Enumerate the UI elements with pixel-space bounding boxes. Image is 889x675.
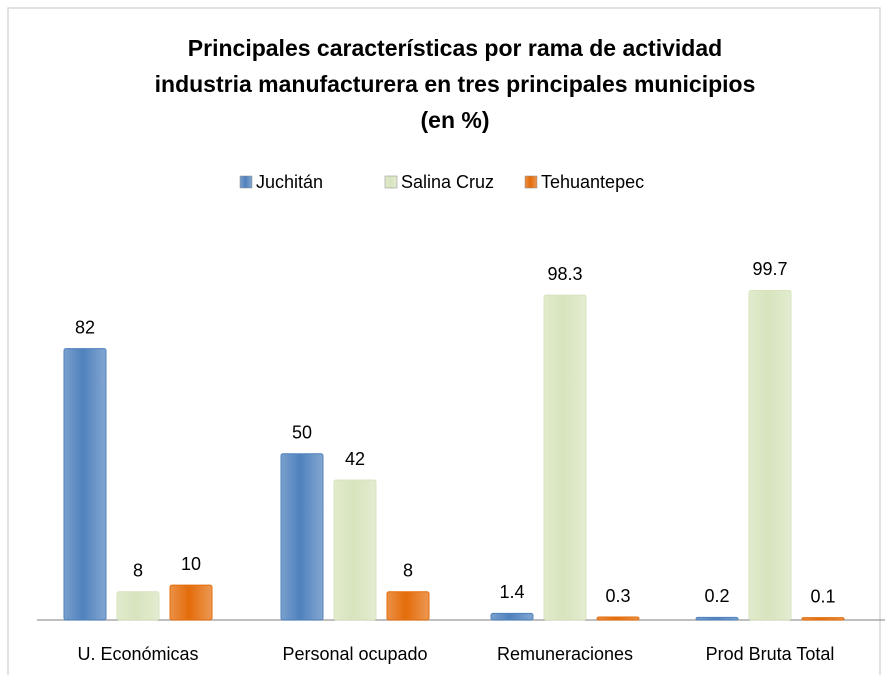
bar [169,584,213,621]
data-label: 1.4 [499,582,524,602]
data-label: 42 [345,449,365,469]
data-label: 0.3 [605,586,630,606]
x-tick-label: U. Económicas [77,644,198,664]
bar [543,294,587,621]
bar [63,348,107,621]
legend-label: Salina Cruz [401,172,494,192]
bar [695,616,739,621]
bar [748,289,792,621]
data-label: 0.1 [810,586,835,606]
bar [801,617,845,621]
chart-frame [7,7,881,675]
legend-swatch [524,175,538,189]
x-tick-label: Personal ocupado [282,644,427,664]
data-label: 10 [181,554,201,574]
data-label: 0.2 [704,586,729,606]
chart-title: industria manufacturera en tres principa… [155,71,756,97]
bar [490,612,534,621]
bar [596,616,640,621]
data-label: 50 [292,423,312,443]
data-label: 8 [403,560,413,580]
legend-swatch [384,175,398,189]
legend-label: Juchitán [256,172,323,192]
bar [386,591,430,621]
data-label: 99.7 [752,259,787,279]
data-label: 8 [133,560,143,580]
bar [116,591,160,621]
bar [333,479,377,621]
x-tick-label: Remuneraciones [497,644,633,664]
chart-title: (en %) [421,107,490,133]
legend-swatch [239,175,253,189]
chart-title: Principales características por rama de … [188,35,722,61]
x-tick-label: Prod Bruta Total [706,644,835,664]
legend-label: Tehuantepec [541,172,644,192]
data-label: 82 [75,317,95,337]
bar [280,453,324,621]
data-label: 98.3 [547,264,582,284]
